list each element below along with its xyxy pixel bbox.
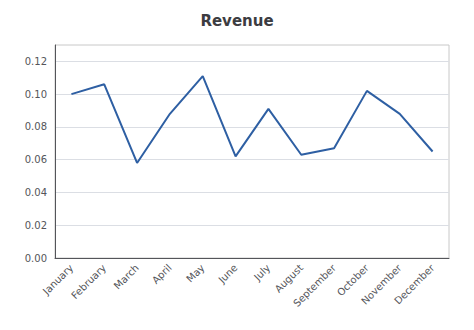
svg-text:June: June <box>216 262 240 286</box>
svg-text:September: September <box>291 261 338 308</box>
svg-text:July: July <box>251 262 272 283</box>
svg-text:0.08: 0.08 <box>25 121 47 132</box>
svg-text:0.06: 0.06 <box>25 154 47 165</box>
svg-text:May: May <box>184 262 206 284</box>
svg-text:March: March <box>112 262 141 291</box>
svg-text:December: December <box>392 261 437 306</box>
svg-text:0.10: 0.10 <box>25 89 47 100</box>
svg-text:0.12: 0.12 <box>25 56 47 67</box>
svg-text:August: August <box>273 262 306 295</box>
svg-text:January: January <box>40 262 76 297</box>
svg-text:April: April <box>150 262 174 286</box>
svg-text:0.02: 0.02 <box>25 220 47 231</box>
svg-text:Revenue: Revenue <box>200 12 273 30</box>
svg-text:0.00: 0.00 <box>25 253 47 264</box>
svg-text:November: November <box>359 262 404 307</box>
svg-text:October: October <box>334 262 371 299</box>
svg-text:0.04: 0.04 <box>25 187 47 198</box>
svg-text:February: February <box>69 262 108 301</box>
